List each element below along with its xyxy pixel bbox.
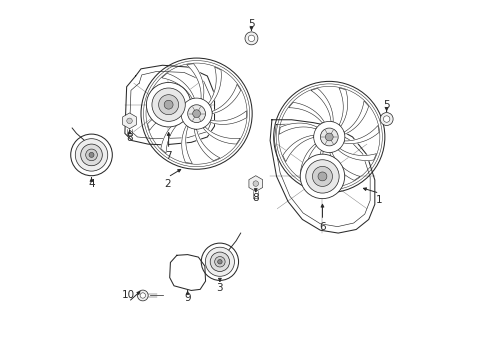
Text: 9: 9	[184, 293, 191, 303]
Text: 2: 2	[165, 179, 171, 189]
Polygon shape	[125, 65, 215, 145]
Polygon shape	[212, 84, 241, 114]
Text: 3: 3	[217, 283, 223, 293]
Circle shape	[325, 133, 333, 141]
Circle shape	[127, 118, 132, 123]
Polygon shape	[147, 109, 182, 130]
Circle shape	[201, 243, 239, 280]
Circle shape	[320, 128, 338, 146]
Polygon shape	[343, 126, 379, 144]
Text: 7: 7	[165, 150, 172, 161]
Circle shape	[300, 154, 344, 199]
Circle shape	[314, 121, 345, 153]
Circle shape	[137, 290, 148, 301]
Polygon shape	[338, 148, 376, 161]
Circle shape	[89, 152, 94, 157]
Polygon shape	[161, 118, 182, 153]
Polygon shape	[300, 144, 317, 181]
Polygon shape	[195, 129, 220, 161]
Polygon shape	[187, 64, 204, 99]
Text: 8: 8	[252, 193, 259, 203]
Circle shape	[71, 134, 112, 176]
Text: 5: 5	[383, 100, 390, 110]
Polygon shape	[289, 102, 324, 123]
Circle shape	[215, 257, 225, 267]
Text: 5: 5	[248, 19, 255, 29]
Circle shape	[193, 110, 200, 118]
Polygon shape	[344, 101, 368, 134]
Polygon shape	[170, 255, 205, 291]
Polygon shape	[311, 88, 333, 122]
Polygon shape	[182, 125, 192, 163]
Circle shape	[86, 149, 98, 161]
Polygon shape	[249, 176, 263, 192]
Polygon shape	[162, 73, 195, 99]
Polygon shape	[148, 94, 186, 103]
Circle shape	[152, 88, 185, 121]
Circle shape	[205, 247, 234, 276]
Circle shape	[188, 105, 205, 122]
Circle shape	[218, 260, 222, 264]
Circle shape	[210, 252, 230, 271]
Polygon shape	[208, 67, 221, 105]
Circle shape	[75, 139, 108, 171]
Circle shape	[248, 35, 255, 41]
Polygon shape	[319, 150, 334, 187]
Text: 4: 4	[88, 179, 95, 189]
Circle shape	[253, 181, 259, 186]
Circle shape	[81, 144, 102, 166]
Circle shape	[245, 32, 258, 45]
Circle shape	[164, 100, 173, 109]
Polygon shape	[279, 123, 317, 134]
Circle shape	[147, 82, 191, 127]
Circle shape	[181, 98, 212, 129]
Polygon shape	[203, 127, 240, 144]
Circle shape	[383, 116, 390, 122]
Circle shape	[318, 172, 327, 181]
Polygon shape	[210, 111, 246, 125]
Circle shape	[159, 95, 179, 115]
Text: 6: 6	[319, 222, 326, 231]
Polygon shape	[283, 135, 314, 162]
Circle shape	[380, 113, 393, 126]
Circle shape	[306, 160, 339, 193]
Polygon shape	[330, 152, 360, 180]
Text: 1: 1	[376, 195, 383, 205]
Text: 10: 10	[122, 291, 135, 301]
Polygon shape	[122, 113, 136, 129]
Circle shape	[313, 166, 333, 186]
Circle shape	[140, 293, 146, 298]
Polygon shape	[270, 120, 375, 233]
Polygon shape	[339, 88, 348, 126]
Text: 8: 8	[126, 133, 133, 143]
